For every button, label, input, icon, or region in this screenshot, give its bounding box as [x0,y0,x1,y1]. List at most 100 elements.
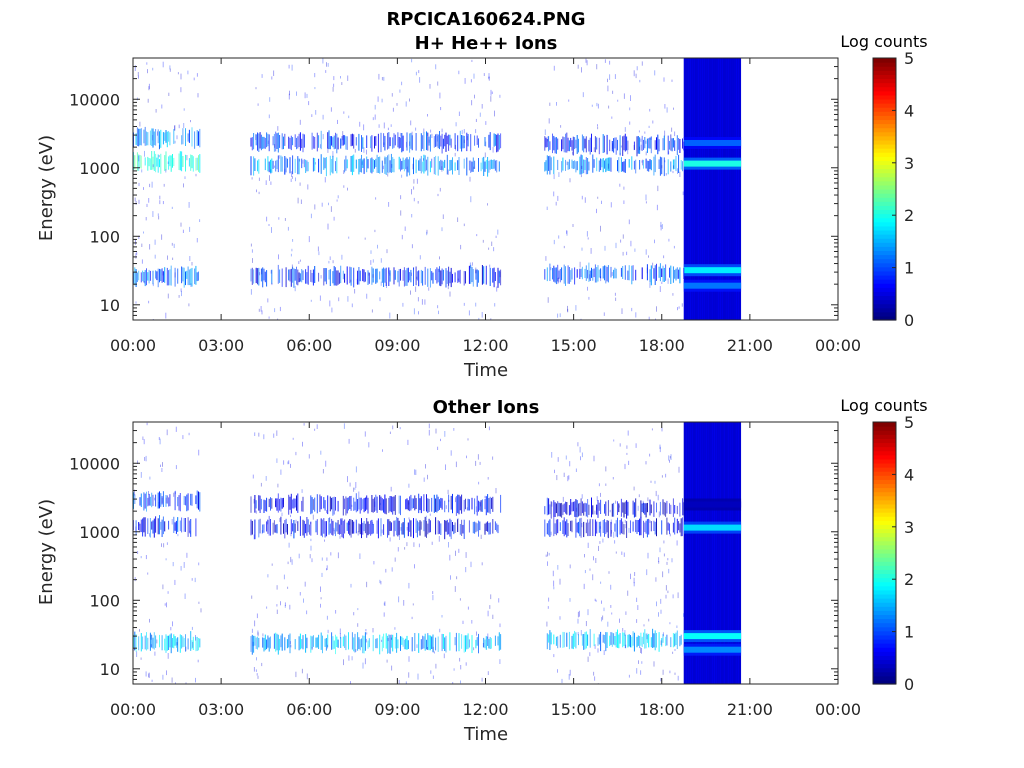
colorbar-swatch [873,561,896,566]
colorbar-swatch [873,143,896,149]
panel-other-ions: Other Ions 00:00 03:00 06:00 09:00 12:00 15:0… [36,396,928,745]
saturated-column [737,422,739,684]
saturated-column [723,58,725,320]
colorbar-swatch [873,229,896,235]
colorbar-swatch [873,659,896,665]
saturated-column [727,422,729,684]
colorbar-swatch [873,250,896,256]
colorbar-swatch [873,266,896,272]
saturated-column [739,58,741,320]
saturated-column [703,58,705,320]
colorbar-swatch [873,115,896,121]
saturated-column [729,58,731,320]
saturated-column [717,422,719,684]
y-tick-label: 100 [89,591,120,610]
spectrogram-plot-area [132,421,839,685]
saturated-column [683,58,685,320]
colorbar-swatch [873,638,896,644]
colorbar-swatch [873,589,896,595]
colorbar-swatch [873,553,896,558]
colorbar-swatch [873,655,896,661]
y-axis-ticks: 10 100 1000 10000 [69,421,838,685]
colorbar-swatch [873,614,896,620]
colorbar-swatch [873,557,896,562]
colorbar-swatch [873,58,896,63]
figure-title: RPCICA160624.PNG [386,9,585,30]
colorbar-swatch [873,197,896,202]
saturated-band [683,633,742,640]
saturated-column [693,422,695,684]
colorbar-swatch [873,679,896,685]
colorbar-swatch [873,630,896,636]
saturated-column [713,422,715,684]
colorbar-swatch [873,94,896,100]
saturated-column [733,58,735,320]
colorbar-swatch [873,516,896,521]
colorbar-swatch [873,103,896,108]
colorbar-swatch [873,450,896,456]
colorbar-swatch [873,242,896,247]
x-tick-label: 15:00 [551,336,597,355]
saturated-column [709,58,711,320]
colorbar-swatch [873,548,896,554]
colorbar-swatch [873,119,896,125]
colorbar-swatch [873,189,896,194]
saturated-column [739,422,741,684]
colorbar-swatch [873,246,896,252]
colorbar-swatch [873,454,896,460]
colorbar-swatch [873,532,896,538]
colorbar-swatch [873,626,896,632]
saturated-column [713,58,715,320]
colorbar: 0 1 2 3 4 5 [872,49,914,330]
colorbar-swatch [873,524,896,530]
colorbar-tick-label: 4 [904,465,914,484]
saturated-column [707,422,709,684]
colorbar-swatch [873,585,896,591]
colorbar-swatch [873,647,896,652]
colorbar-swatch [873,434,896,439]
colorbar-swatch [873,66,896,71]
saturated-column [731,58,733,320]
saturated-column [689,422,691,684]
saturated-column [737,58,739,320]
energy-band [544,262,685,286]
saturated-column [699,422,701,684]
colorbar-swatch [873,238,896,243]
saturated-column [695,58,697,320]
saturated-column [683,422,685,684]
saturated-column [685,422,687,684]
colorbar-swatch [873,254,896,260]
colorbar-swatch [873,279,896,284]
saturated-column [723,422,725,684]
saturated-column [735,58,737,320]
saturated-column [697,58,699,320]
colorbar-swatch [873,430,896,435]
colorbar-swatch [873,152,896,157]
energy-band [544,154,683,177]
colorbar-swatch [873,512,896,517]
saturated-column [703,422,705,684]
colorbar-swatch [873,86,896,92]
saturated-column [711,422,713,684]
colorbar-swatch [873,82,896,88]
colorbar-swatch [873,491,896,497]
colorbar-swatch [873,499,896,505]
energy-band [250,515,499,540]
colorbar-swatch [873,593,896,599]
saturated-column [695,422,697,684]
colorbar-swatch [873,544,896,550]
colorbar-swatch [873,565,896,570]
saturated-column [709,422,711,684]
x-tick-label: 03:00 [198,700,244,719]
y-tick-label: 10000 [69,90,120,109]
colorbar-frame [872,57,897,321]
spectrogram-data [133,58,742,320]
x-tick-label: 06:00 [286,336,332,355]
saturated-column [715,422,717,684]
saturated-band [683,160,742,167]
x-tick-label: 12:00 [462,700,508,719]
saturated-column [705,58,707,320]
y-tick-label: 10000 [69,454,120,473]
colorbar-tick-label: 1 [904,623,914,642]
